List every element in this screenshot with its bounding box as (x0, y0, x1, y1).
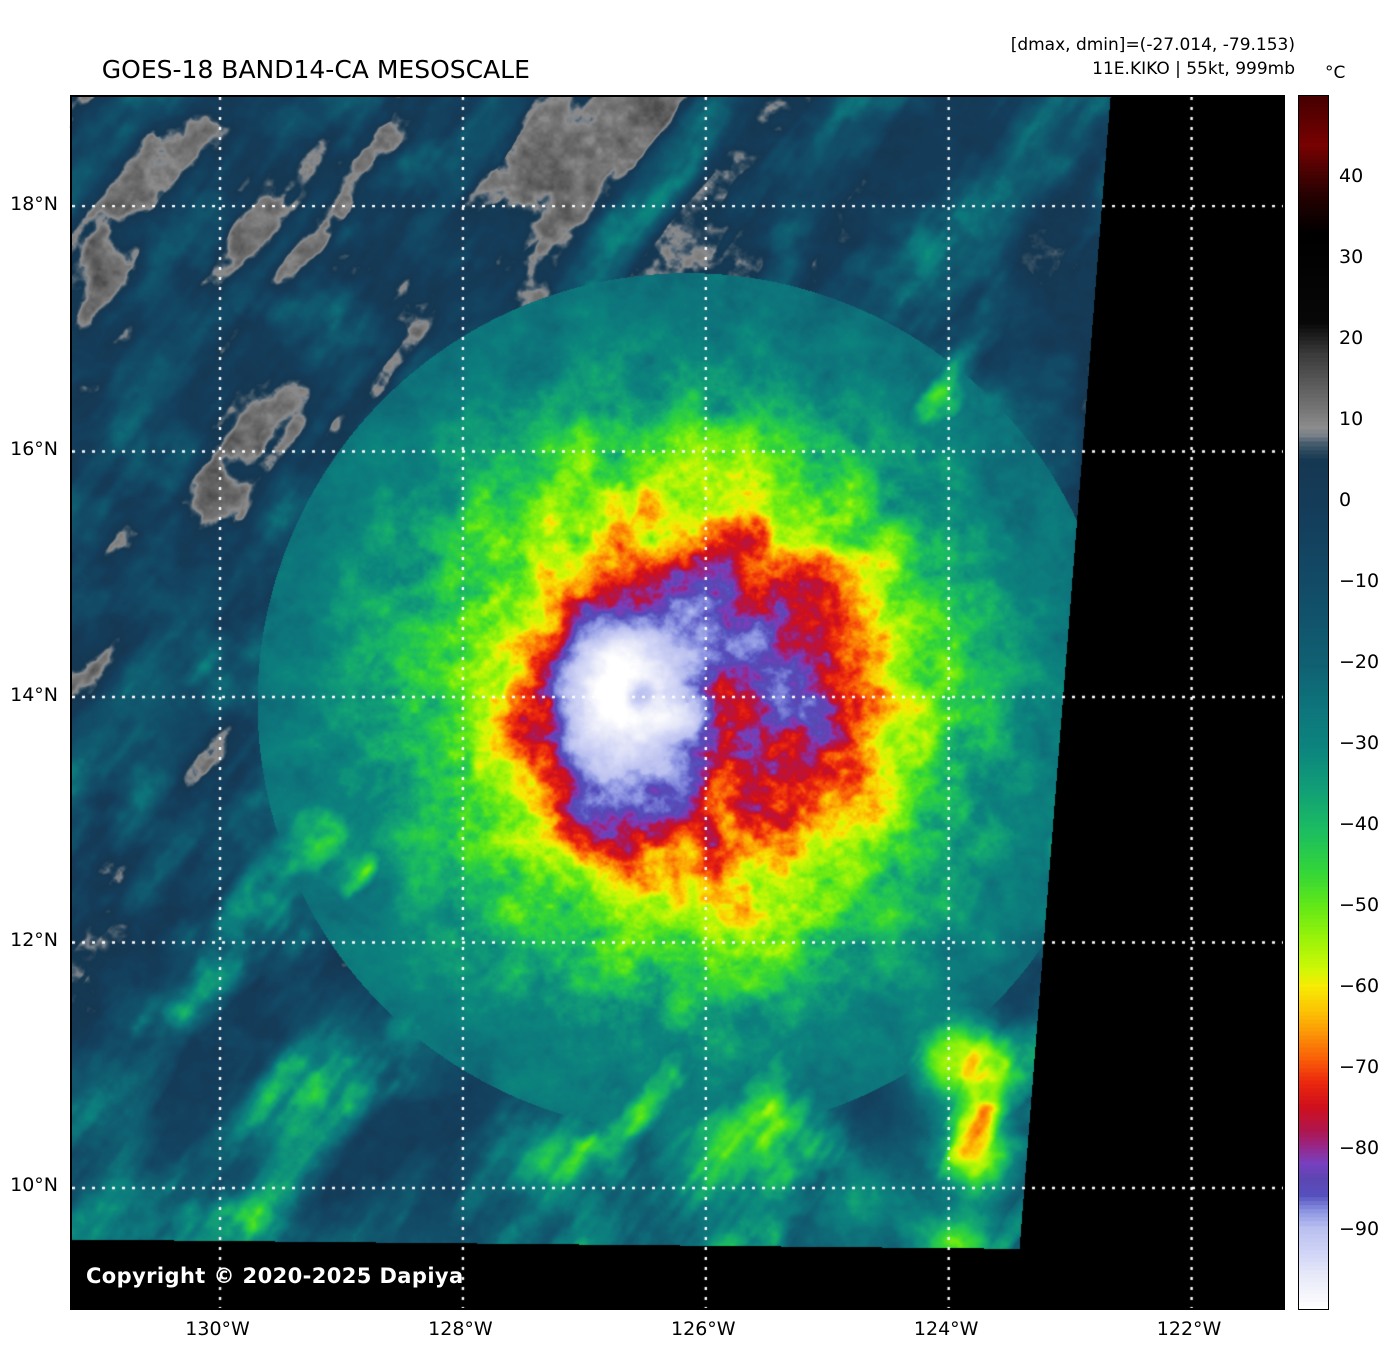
colorbar-tick--60: −60 (1339, 975, 1380, 997)
header-right: [dmax, dmin]=(-27.014, -79.153) 11E.KIKO… (1011, 33, 1295, 81)
colorbar-tick--20: −20 (1339, 651, 1380, 673)
colorbar-tick--50: −50 (1339, 894, 1380, 916)
colorbar-tick--10: −10 (1339, 570, 1380, 592)
lon-tick-128°W: 128°W (428, 1318, 493, 1340)
colorbar-tick-10: 10 (1339, 408, 1364, 430)
copyright-label: Copyright © 2020-2025 Dapiya (86, 1264, 464, 1288)
colorbar-tick-30: 30 (1339, 246, 1364, 268)
lat-tick-16°N: 16°N (10, 438, 58, 461)
lon-tick-124°W: 124°W (913, 1318, 979, 1340)
colorbar-tick--70: −70 (1339, 1056, 1380, 1078)
colorbar (1298, 95, 1329, 1310)
satellite-plot-area: Copyright © 2020-2025 Dapiya (70, 95, 1285, 1310)
lat-tick-18°N: 18°N (10, 192, 58, 215)
lat-tick-10°N: 10°N (10, 1174, 58, 1197)
colorbar-tick--90: −90 (1339, 1218, 1380, 1240)
colorbar-gradient (1299, 96, 1328, 1309)
dmax-dmin-label: [dmax, dmin]=(-27.014, -79.153) (1010, 35, 1295, 55)
colorbar-tick-40: 40 (1339, 165, 1364, 187)
colorbar-tick--30: −30 (1339, 732, 1380, 754)
lon-tick-122°W: 122°W (1156, 1318, 1222, 1340)
colorbar-tick--80: −80 (1339, 1137, 1380, 1159)
colorbar-tick-0: 0 (1339, 489, 1352, 511)
lat-tick-14°N: 14°N (10, 683, 58, 706)
lat-tick-12°N: 12°N (10, 928, 58, 951)
storm-info-label: 11E.KIKO | 55kt, 999mb (1092, 59, 1295, 79)
page-title: GOES-18 BAND14-CA MESOSCALE (101, 55, 530, 84)
colorbar-tick-20: 20 (1339, 327, 1364, 349)
satellite-imagery-canvas (72, 97, 1283, 1308)
lon-tick-130°W: 130°W (185, 1318, 250, 1340)
colorbar-tick--40: −40 (1339, 813, 1380, 835)
lon-tick-126°W: 126°W (671, 1318, 736, 1340)
colorbar-unit-label: °C (1325, 63, 1346, 83)
